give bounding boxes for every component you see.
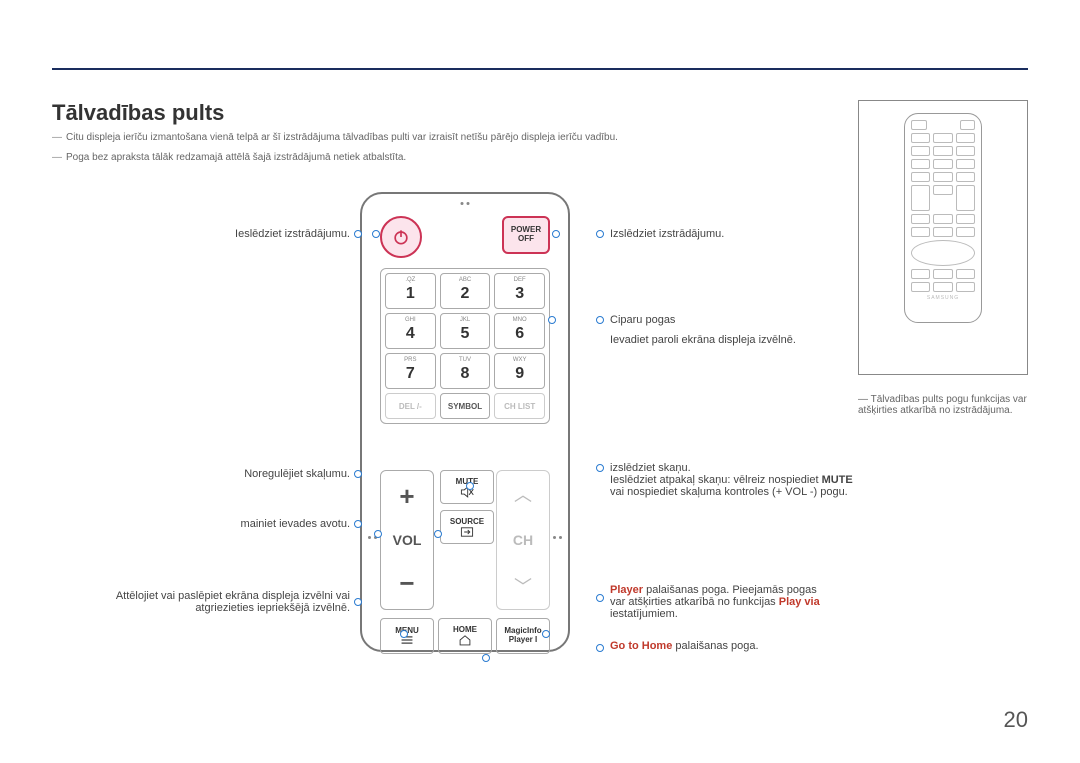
- side-note: ― Tālvadības pults pogu funkcijas var at…: [858, 394, 1028, 416]
- key-symbol[interactable]: SYMBOL: [440, 393, 491, 419]
- callout-power-off: Izslēdziet izstrādājumu.: [610, 228, 724, 240]
- callout-menu: Attēlojiet vai paslēpiet ekrāna displeja…: [116, 590, 350, 614]
- source-icon: [460, 526, 474, 538]
- callout-home: Go to Home palaišanas poga.: [610, 640, 759, 652]
- callout-source: mainiet ievades avotu.: [241, 518, 350, 530]
- key-chlist[interactable]: CH LIST: [494, 393, 545, 419]
- key-2[interactable]: ABC2: [440, 273, 491, 309]
- home-button[interactable]: HOME: [438, 618, 492, 654]
- key-1[interactable]: .QZ1: [385, 273, 436, 309]
- remote-control: POWEROFF .QZ1 ABC2 DEF3 GHI4 JKL5 MNO6 P…: [360, 192, 570, 652]
- key-6[interactable]: MNO6: [494, 313, 545, 349]
- top-rule: [52, 68, 1028, 70]
- key-9[interactable]: WXY9: [494, 353, 545, 389]
- number-keypad: .QZ1 ABC2 DEF3 GHI4 JKL5 MNO6 PRS7 TUV8 …: [380, 268, 550, 424]
- power-icon: [391, 227, 411, 247]
- key-4[interactable]: GHI4: [385, 313, 436, 349]
- mini-remote-panel: SAMSUNG: [858, 100, 1028, 375]
- vol-minus: −: [399, 568, 414, 599]
- note-2: ―Poga bez apraksta tālāk redzamajā attēl…: [52, 152, 406, 163]
- callout-power-on: Ieslēdziet izstrādājumu.: [235, 228, 350, 240]
- mini-remote: SAMSUNG: [904, 113, 982, 323]
- key-5[interactable]: JKL5: [440, 313, 491, 349]
- power-off-button[interactable]: POWEROFF: [502, 216, 550, 254]
- key-3[interactable]: DEF3: [494, 273, 545, 309]
- ch-up: ︿: [514, 481, 532, 507]
- key-8[interactable]: TUV8: [440, 353, 491, 389]
- volume-rocker[interactable]: + VOL −: [380, 470, 434, 610]
- page-number: 20: [1004, 707, 1028, 733]
- key-7[interactable]: PRS7: [385, 353, 436, 389]
- key-del[interactable]: DEL /-: [385, 393, 436, 419]
- callout-mute: izslēdziet skaņu. Ieslēdziet atpakaļ ska…: [610, 462, 853, 498]
- callout-magicinfo: Player palaišanas poga. Pieejamās pogas …: [610, 584, 820, 620]
- callout-numbers: Ciparu pogas Ievadiet paroli ekrāna disp…: [610, 314, 796, 346]
- home-icon: [458, 634, 472, 646]
- page-title: Tālvadības pults: [52, 100, 224, 126]
- ch-down: ﹀: [514, 573, 532, 599]
- power-on-button[interactable]: [380, 216, 422, 258]
- vol-plus: +: [399, 481, 414, 512]
- source-button[interactable]: SOURCE: [440, 510, 494, 544]
- note-1: ―Citu displeja ierīču izmantošana vienā …: [52, 132, 618, 143]
- channel-rocker[interactable]: ︿ CH ﹀: [496, 470, 550, 610]
- callout-volume: Noregulējiet skaļumu.: [244, 468, 350, 480]
